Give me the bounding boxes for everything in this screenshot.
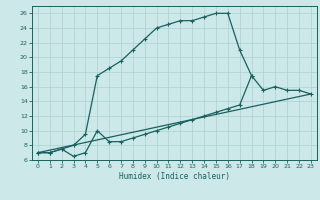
X-axis label: Humidex (Indice chaleur): Humidex (Indice chaleur) (119, 172, 230, 181)
